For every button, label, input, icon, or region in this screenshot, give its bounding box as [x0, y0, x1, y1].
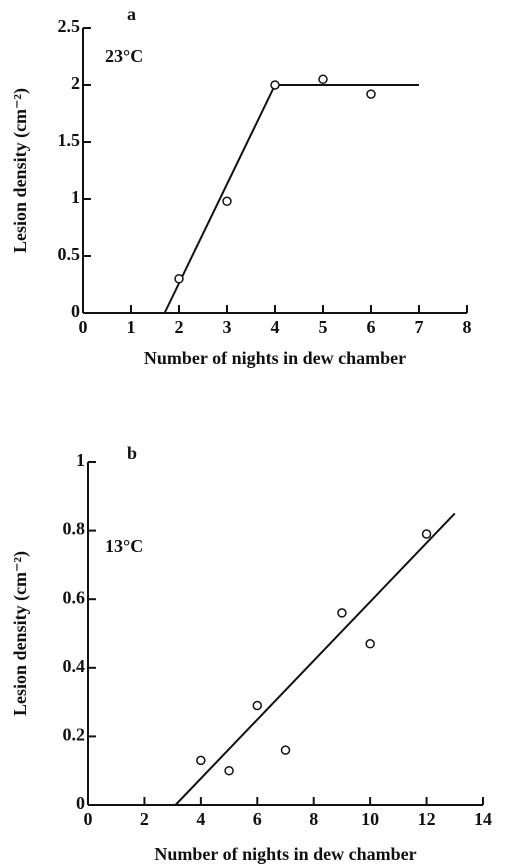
- point: [252, 700, 263, 711]
- x-tick-label: 0: [84, 809, 93, 829]
- x-tick-label: 2: [140, 809, 149, 829]
- y-tick-label: 2: [71, 73, 80, 93]
- x-tick-label: 7: [415, 317, 424, 337]
- x-tick-label: 4: [271, 317, 280, 337]
- fit-line: [174, 512, 456, 806]
- y-tick-label: 1: [71, 187, 80, 207]
- point: [270, 80, 280, 90]
- y-tick-label: 0.5: [58, 244, 81, 264]
- y-tick-label: 0.2: [63, 725, 86, 745]
- point: [222, 196, 232, 207]
- point: [224, 765, 234, 776]
- x-tick-label: 4: [196, 809, 205, 829]
- x-tick-label: 14: [474, 809, 492, 829]
- y-tick-label: 0: [71, 301, 80, 321]
- panel-label: a: [127, 4, 136, 24]
- x-tick-label: 8: [309, 809, 318, 829]
- x-tick-label: 5: [319, 317, 328, 337]
- point: [174, 274, 184, 284]
- x-tick-label: 1: [127, 317, 136, 337]
- y-axis-label: Lesion density (cm⁻²): [10, 88, 31, 253]
- y-tick-label: 1.5: [58, 130, 81, 150]
- x-tick-label: 6: [367, 317, 376, 337]
- x-axis-label: Number of nights in dew chamber: [144, 348, 406, 368]
- x-axis-label: Number of nights in dew chamber: [154, 844, 416, 864]
- point: [365, 639, 375, 649]
- x-tick-label: 12: [418, 809, 436, 829]
- point: [421, 529, 432, 539]
- x-tick-label: 6: [253, 809, 262, 829]
- x-tick-label: 10: [361, 809, 379, 829]
- point: [280, 745, 291, 755]
- y-tick-label: 0.6: [63, 587, 86, 607]
- fit-line: [163, 84, 419, 314]
- y-tick-label: 0.4: [63, 656, 86, 676]
- x-tick-label: 0: [79, 317, 88, 337]
- y-tick-label: 0.8: [63, 519, 86, 539]
- y-tick-label: 1: [76, 450, 85, 470]
- annotation: 13°C: [105, 536, 143, 556]
- point: [318, 74, 328, 85]
- x-tick-label: 2: [175, 317, 184, 337]
- point: [337, 608, 347, 618]
- x-tick-label: 3: [223, 317, 232, 337]
- panel-label: b: [127, 443, 137, 463]
- y-tick-label: 2.5: [58, 16, 81, 36]
- y-axis-label: Lesion density (cm⁻²): [10, 551, 31, 716]
- point: [366, 89, 376, 99]
- y-tick-label: 0: [76, 793, 85, 813]
- point: [196, 755, 206, 766]
- x-tick-label: 8: [463, 317, 472, 337]
- annotation: 23°C: [105, 46, 143, 66]
